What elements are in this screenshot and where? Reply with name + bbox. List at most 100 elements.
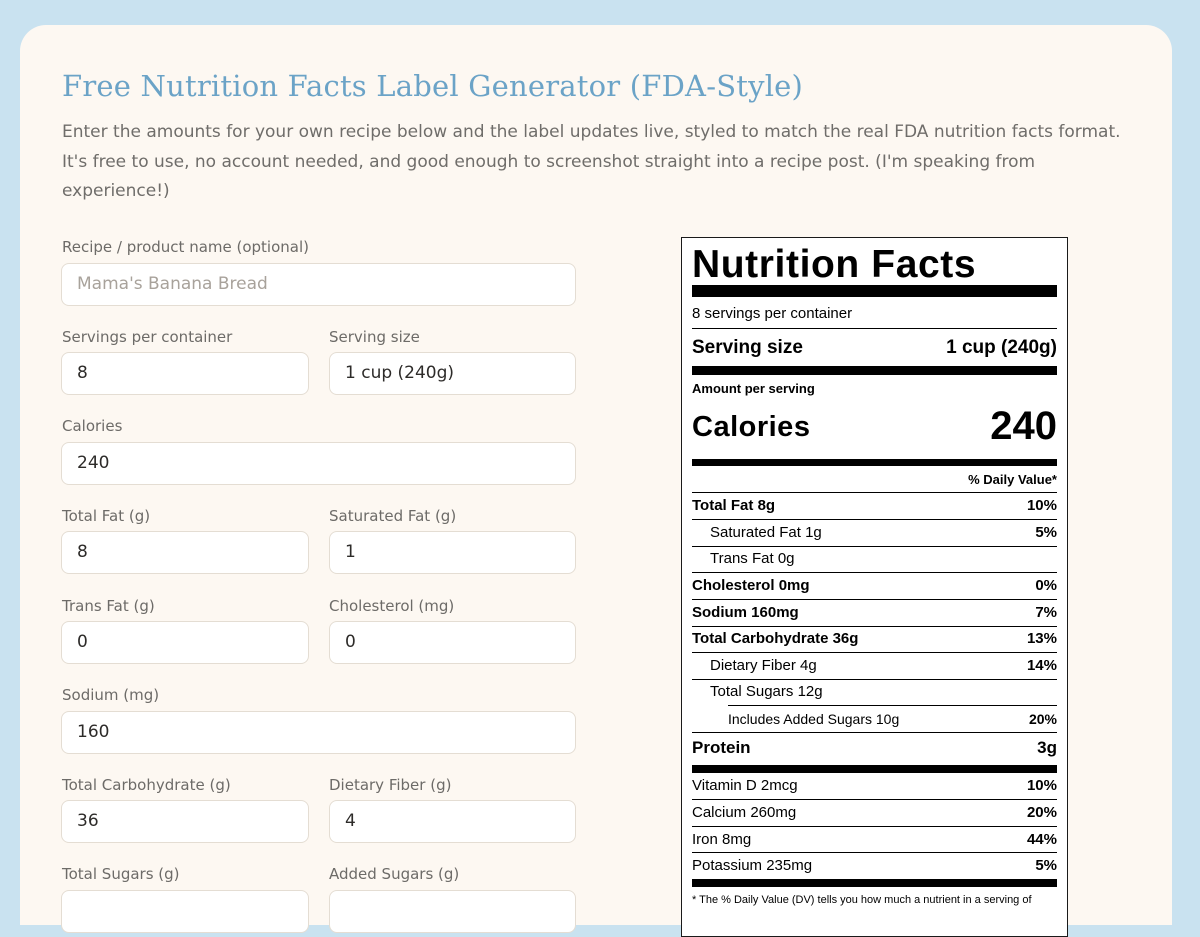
vitamin-d-text: Vitamin D 2mcg — [692, 777, 798, 794]
daily-value-header: % Daily Value* — [968, 472, 1057, 487]
iron-row: Iron 8mg 44% — [692, 827, 1057, 853]
thick-rule — [692, 285, 1057, 297]
dietary-fiber-label: Dietary Fiber (g) — [329, 776, 452, 794]
servings-per-container: 8 servings per container — [692, 305, 853, 322]
sodium-row: Sodium 160mg 7% — [692, 600, 1057, 626]
total-fat-amount: 8g — [757, 497, 776, 514]
cholesterol-label: Cholesterol (mg) — [329, 597, 455, 615]
sodium-input[interactable]: 160 — [61, 711, 576, 754]
potassium-row: Potassium 235mg 5% — [692, 853, 1057, 879]
servings-input[interactable]: 8 — [61, 352, 309, 395]
cholesterol-name: Cholesterol — [692, 577, 775, 594]
trans-fat-amount: 0g — [777, 550, 795, 567]
added-sugars-amount: 10g — [875, 711, 900, 727]
serving-size-heading: Serving size — [692, 337, 803, 358]
cholesterol-input[interactable]: 0 — [329, 621, 576, 664]
nutrition-facts-heading: Nutrition Facts — [692, 243, 977, 286]
page-title: Free Nutrition Facts Label Generator (FD… — [62, 69, 804, 103]
saturated-fat-row: Saturated Fat 1g 5% — [692, 520, 1057, 546]
calcium-dv: 20% — [1026, 804, 1057, 821]
rule — [692, 679, 1057, 680]
added-sugars-input[interactable] — [329, 890, 576, 933]
total-carbohydrate-label: Total Carbohydrate (g) — [62, 776, 231, 794]
protein-amount: 3g — [1037, 738, 1057, 757]
total-fat-input[interactable]: 8 — [61, 531, 309, 574]
sodium-amount: 160mg — [751, 604, 799, 621]
trans-fat-input[interactable]: 0 — [61, 621, 309, 664]
calories-label: Calories — [62, 417, 123, 435]
thick-rule — [692, 879, 1057, 887]
calories-value: 240 — [990, 404, 1057, 448]
total-carbohydrate-name: Total Carbohydrate — [692, 630, 829, 647]
rule — [692, 732, 1057, 733]
cholesterol-amount: 0mg — [778, 577, 810, 594]
iron-text: Iron 8mg — [692, 831, 752, 848]
recipe-name-input[interactable]: Mama's Banana Bread — [61, 263, 576, 306]
iron-dv: 44% — [1026, 831, 1057, 848]
dietary-fiber-name: Dietary Fiber — [710, 657, 796, 674]
rule — [692, 852, 1057, 853]
trans-fat-row: Trans Fat 0g — [692, 546, 1057, 572]
added-sugars-name: Includes Added Sugars — [728, 711, 872, 727]
total-carbohydrate-input[interactable]: 36 — [61, 800, 309, 843]
rule — [692, 572, 1057, 573]
rule — [692, 826, 1057, 827]
calories-input[interactable]: 240 — [61, 442, 576, 485]
added-sugars-label: Added Sugars (g) — [329, 865, 460, 883]
trans-fat-label: Trans Fat (g) — [62, 597, 155, 615]
rule — [692, 652, 1057, 653]
total-sugars-name: Total Sugars — [710, 683, 794, 700]
dietary-fiber-dv: 14% — [1026, 657, 1057, 674]
rule — [692, 328, 1057, 329]
total-fat-name: Total Fat — [692, 497, 754, 514]
servings-label: Servings per container — [62, 328, 233, 346]
serving-size-input[interactable]: 1 cup (240g) — [329, 352, 576, 395]
added-sugars-dv: 20% — [1028, 711, 1057, 727]
added-sugars-row: Includes Added Sugars 10g 20% — [692, 706, 1057, 732]
saturated-fat-input[interactable]: 1 — [329, 531, 576, 574]
dietary-fiber-amount: 4g — [800, 657, 817, 674]
protein-name: Protein — [692, 738, 751, 757]
total-carbohydrate-row: Total Carbohydrate 36g 13% — [692, 626, 1057, 652]
thick-rule — [692, 765, 1057, 773]
total-carbohydrate-amount: 36g — [832, 630, 859, 647]
vitamin-d-row: Vitamin D 2mcg 10% — [692, 773, 1057, 799]
thick-rule — [692, 459, 1057, 466]
calcium-text: Calcium 260mg — [692, 804, 797, 821]
rule — [692, 492, 1057, 493]
total-sugars-input[interactable] — [61, 890, 309, 933]
total-fat-label: Total Fat (g) — [62, 507, 151, 525]
nutrition-facts-label: Nutrition Facts 8 servings per container… — [681, 237, 1068, 937]
cholesterol-row: Cholesterol 0mg 0% — [692, 573, 1057, 599]
protein-row: Protein 3g — [692, 733, 1057, 763]
saturated-fat-dv: 5% — [1035, 524, 1057, 541]
rule — [692, 546, 1057, 547]
dietary-fiber-input[interactable]: 4 — [329, 800, 576, 843]
daily-value-footnote: * The % Daily Value (DV) tells you how m… — [692, 894, 1032, 906]
saturated-fat-amount: 1g — [805, 524, 822, 541]
serving-size-value: 1 cup (240g) — [946, 337, 1057, 358]
rule — [728, 705, 1057, 706]
recipe-name-label: Recipe / product name (optional) — [62, 238, 309, 256]
total-sugars-row: Total Sugars 12g — [692, 679, 1057, 705]
rule — [692, 626, 1057, 627]
rule — [692, 799, 1057, 800]
serving-size-label: Serving size — [329, 328, 420, 346]
sodium-label: Sodium (mg) — [62, 686, 160, 704]
sodium-dv: 7% — [1035, 604, 1057, 621]
total-fat-row: Total Fat 8g 10% — [692, 493, 1057, 519]
calcium-row: Calcium 260mg 20% — [692, 800, 1057, 826]
rule — [692, 519, 1057, 520]
saturated-fat-label: Saturated Fat (g) — [329, 507, 457, 525]
saturated-fat-name: Saturated Fat — [710, 524, 801, 541]
rule — [692, 599, 1057, 600]
dietary-fiber-row: Dietary Fiber 4g 14% — [692, 653, 1057, 679]
amount-per-serving: Amount per serving — [692, 381, 815, 396]
potassium-text: Potassium 235mg — [692, 857, 813, 874]
total-sugars-amount: 12g — [797, 683, 823, 700]
potassium-dv: 5% — [1035, 857, 1057, 874]
total-sugars-label: Total Sugars (g) — [62, 865, 180, 883]
vitamin-d-dv: 10% — [1026, 777, 1057, 794]
trans-fat-name: Trans Fat — [710, 550, 774, 567]
generator-card: Free Nutrition Facts Label Generator (FD… — [20, 25, 1172, 937]
